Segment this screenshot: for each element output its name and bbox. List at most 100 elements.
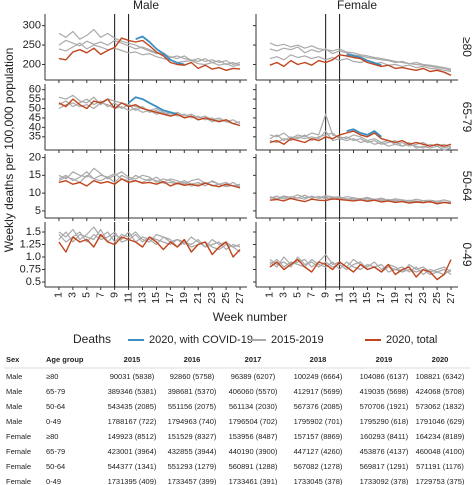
table-cell: 1788167 (722) — [108, 417, 157, 426]
table-cell: 160293 (8411) — [360, 432, 409, 441]
baseline-line — [269, 256, 452, 276]
table-cell: 1733092 (378) — [360, 477, 409, 485]
table-cell: 406060 (5570) — [229, 387, 278, 396]
table-cell: 551293 (1279) — [168, 462, 217, 471]
legend-label: 2015-2019 — [271, 334, 324, 346]
x-tick-label: 9 — [319, 292, 331, 298]
x-tick-label: 21 — [403, 292, 415, 304]
table-cell: 1733045 (378) — [294, 477, 343, 485]
y-axis-title: Weekly deaths per 100,000 population — [2, 48, 16, 253]
y-tick-label: 1.5 — [26, 226, 41, 238]
row-strip-label: 50-64 — [460, 171, 474, 202]
total-line — [58, 98, 241, 127]
table-cell: 569817 (1291) — [360, 462, 409, 471]
x-tick-label: 13 — [136, 292, 148, 304]
table-cell: 50-64 — [46, 402, 65, 411]
x-tick-label: 21 — [192, 292, 204, 304]
x-tick-label: 7 — [95, 292, 107, 298]
x-axis-title: Week number — [213, 310, 287, 324]
table-cell: Male — [6, 402, 22, 411]
y-tick-label: 1.0 — [26, 251, 41, 263]
y-tick-label: 200 — [23, 58, 41, 70]
baseline-line — [58, 42, 241, 67]
x-tick-label: 19 — [389, 292, 401, 304]
x-tick-label: 11 — [333, 292, 345, 303]
table-cell: 65-79 — [46, 387, 65, 396]
x-tick-label: 15 — [150, 292, 162, 304]
y-tick-label: 5 — [35, 205, 41, 217]
table-cell: 543435 (2085) — [108, 402, 157, 411]
table-cell: 570706 (1921) — [360, 402, 409, 411]
table-cell: ≥80 — [46, 432, 58, 441]
y-tick-label: 10 — [29, 187, 41, 199]
table-cell: 419035 (5698) — [360, 387, 409, 396]
table-cell: Male — [6, 417, 22, 426]
table-cell: 544377 (1341) — [108, 462, 157, 471]
table-cell: 432855 (3944) — [168, 447, 217, 456]
total-line — [269, 258, 452, 281]
table-cell: 1733461 (391) — [229, 477, 278, 485]
row-strip-label: ≥80 — [460, 37, 474, 57]
x-tick-label: 15 — [361, 292, 373, 304]
y-tick-label: 20 — [29, 151, 41, 163]
table-cell: 157157 (8869) — [294, 432, 343, 441]
x-tick-label: 17 — [164, 292, 176, 304]
table-cell: 1731395 (409) — [108, 477, 157, 485]
table-cell: 104086 (6137) — [360, 372, 409, 381]
table-header: 2018 — [310, 355, 327, 364]
y-tick-label: 60 — [29, 84, 41, 96]
x-tick-label: 17 — [375, 292, 387, 304]
x-tick-label: 3 — [67, 292, 79, 298]
covid-line — [128, 96, 178, 116]
table-header: Sex — [6, 355, 20, 364]
baseline-line — [269, 54, 452, 73]
baseline-line — [58, 226, 241, 248]
x-tick-label: 1 — [53, 292, 65, 298]
table-cell: 424068 (5708) — [416, 387, 465, 396]
x-tick-label: 3 — [278, 292, 290, 298]
total-line — [58, 178, 241, 189]
x-tick-label: 23 — [206, 292, 218, 304]
table-cell: 151529 (8327) — [168, 432, 217, 441]
baseline-line — [58, 167, 241, 188]
table-cell: 96389 (6207) — [231, 372, 276, 381]
table-header: Age group — [46, 355, 84, 364]
table-cell: 100249 (6664) — [294, 372, 343, 381]
x-tick-label: 27 — [445, 292, 457, 304]
x-tick-label: 25 — [431, 292, 443, 304]
total-line — [269, 197, 452, 205]
x-tick-label: 1 — [264, 292, 276, 298]
legend-label: 2020, total — [386, 334, 437, 346]
x-tick-label: 5 — [292, 292, 304, 298]
column-strip-label: Female — [337, 0, 377, 12]
table-cell: 567082 (1278) — [294, 462, 343, 471]
table-cell: 551156 (2075) — [168, 402, 217, 411]
table-cell: 560891 (1288) — [229, 462, 278, 471]
table-cell: 108821 (6342) — [416, 372, 465, 381]
table-cell: 1795290 (618) — [360, 417, 409, 426]
legend-label: 2020, with COVID-19 — [149, 334, 253, 346]
table-cell: 1794963 (740) — [168, 417, 217, 426]
column-strip-label: Male — [133, 0, 159, 12]
baseline-line — [58, 28, 241, 66]
x-tick-label: 27 — [234, 292, 246, 304]
table-cell: Male — [6, 387, 22, 396]
table-header: 2017 — [245, 355, 262, 364]
baseline-line — [269, 42, 452, 71]
covid-line — [346, 128, 382, 138]
y-tick-label: 250 — [23, 39, 41, 51]
table-cell: Female — [6, 432, 31, 441]
table-cell: 573062 (1832) — [416, 402, 465, 411]
y-tick-label: 0.75 — [20, 263, 41, 275]
table-cell: Female — [6, 447, 31, 456]
x-tick-label: 13 — [347, 292, 359, 304]
table-cell: 460048 (4100) — [416, 447, 465, 456]
table-cell: 398681 (5370) — [168, 387, 217, 396]
row-strip-label: 0-49 — [460, 242, 474, 266]
table-cell: 447127 (4260) — [294, 447, 343, 456]
y-tick-label: 35 — [29, 131, 41, 143]
table-cell: 440190 (3900) — [229, 447, 278, 456]
total-line — [58, 37, 241, 71]
x-tick-label: 11 — [122, 292, 134, 303]
